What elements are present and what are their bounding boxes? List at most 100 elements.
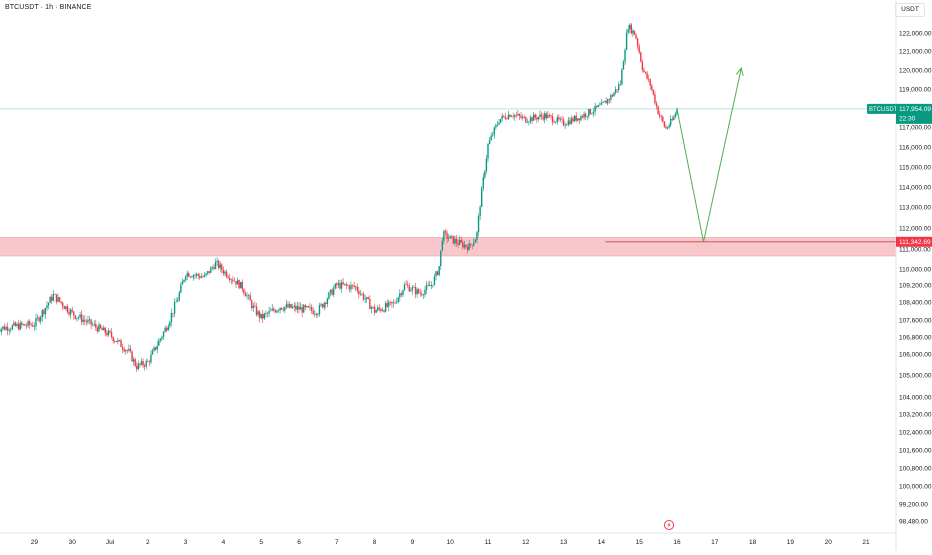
candle-body	[557, 117, 558, 122]
candle-body	[295, 306, 296, 310]
candle-body	[242, 282, 243, 289]
candle-body	[179, 292, 180, 300]
candle-body	[350, 285, 351, 289]
currency-selector[interactable]: USDT	[895, 3, 925, 17]
candle-body	[68, 312, 69, 314]
candle-body	[117, 340, 118, 342]
x-tick-label: 7	[335, 539, 339, 546]
candle-body	[168, 327, 169, 331]
candle-body	[437, 271, 438, 274]
candle-body	[147, 361, 148, 362]
candle-body	[23, 324, 24, 325]
x-tick-label: 12	[522, 539, 530, 546]
candle-body	[116, 341, 117, 342]
candle-body	[262, 314, 263, 318]
candle-body	[635, 35, 636, 39]
candle-body	[150, 354, 151, 362]
support-zone[interactable]	[0, 237, 896, 256]
candle-body	[185, 276, 186, 280]
candle-body	[141, 361, 142, 365]
candle-body	[198, 274, 199, 276]
candle-body	[210, 268, 211, 273]
candle-body	[605, 101, 606, 103]
candle-body	[191, 277, 192, 278]
candle-body	[509, 115, 510, 117]
x-tick-label: 2	[146, 539, 150, 546]
candle-body	[149, 362, 150, 363]
candle-body	[213, 267, 214, 269]
candle-body	[487, 144, 488, 158]
candle-body	[547, 115, 548, 118]
candle-body	[146, 361, 147, 367]
x-tick-label: 29	[31, 539, 39, 546]
x-tick-label: 3	[184, 539, 188, 546]
candle-body	[363, 294, 364, 300]
price-axis[interactable]: 122,000.00121,000.00120,000.00119,000.00…	[867, 0, 932, 550]
candle-body	[388, 302, 389, 307]
candle-body	[431, 285, 432, 286]
candle-body	[353, 285, 354, 287]
candle-body	[76, 318, 77, 319]
candle-body	[43, 310, 44, 314]
candle-body	[629, 25, 630, 30]
candle-body	[383, 310, 384, 311]
candle-body	[593, 112, 594, 114]
candle-body	[648, 79, 649, 80]
candle-body	[672, 119, 673, 120]
candle-body	[97, 327, 98, 331]
candle-body	[64, 307, 65, 309]
candle-body	[472, 245, 473, 246]
candle-body	[621, 70, 622, 85]
y-tick-label: 111,000.00	[899, 247, 931, 254]
x-tick-label: 19	[787, 539, 795, 546]
candle-body	[360, 294, 361, 295]
candle-body	[607, 99, 608, 103]
candle-body	[207, 271, 208, 273]
candle-body	[324, 303, 325, 308]
candle-body	[525, 117, 526, 123]
candle-body	[517, 114, 518, 115]
candle-body	[364, 299, 365, 300]
candle-body	[35, 318, 36, 326]
y-tick-label: 103,200.00	[899, 412, 932, 419]
candle-body	[265, 313, 266, 314]
candle-body	[248, 295, 249, 296]
candle-body	[604, 101, 605, 102]
candle-body	[426, 285, 427, 290]
candle-body	[120, 340, 121, 347]
candle-body	[552, 116, 553, 122]
candle-body	[95, 324, 96, 327]
candle-body	[330, 290, 331, 293]
candle-body	[494, 127, 495, 135]
candle-body	[90, 319, 91, 324]
y-tick-label: 109,200.00	[899, 283, 932, 290]
candle-body	[331, 290, 332, 295]
candle-body	[205, 273, 206, 275]
candle-body	[2, 327, 3, 329]
candle-body	[319, 305, 320, 314]
candle-body	[398, 297, 399, 302]
candle-body	[240, 282, 241, 288]
candle-body	[42, 310, 43, 317]
candle-body	[9, 330, 10, 331]
candle-body	[475, 240, 476, 243]
candle-body	[576, 116, 577, 121]
candle-body	[53, 294, 54, 300]
candle-body	[646, 73, 647, 79]
candle-body	[355, 287, 356, 288]
candle-body	[136, 366, 137, 369]
x-tick-label: 17	[711, 539, 719, 546]
candle-body	[675, 114, 676, 117]
candle-body	[237, 280, 238, 284]
candle-body	[446, 233, 447, 239]
candle-body	[273, 309, 274, 311]
candle-body	[171, 313, 172, 322]
candle-body	[513, 116, 514, 117]
candle-body	[536, 118, 537, 120]
overlay-layer	[677, 68, 743, 242]
projection-path[interactable]	[677, 68, 741, 242]
candle-body	[174, 302, 175, 313]
candle-body	[201, 277, 202, 278]
